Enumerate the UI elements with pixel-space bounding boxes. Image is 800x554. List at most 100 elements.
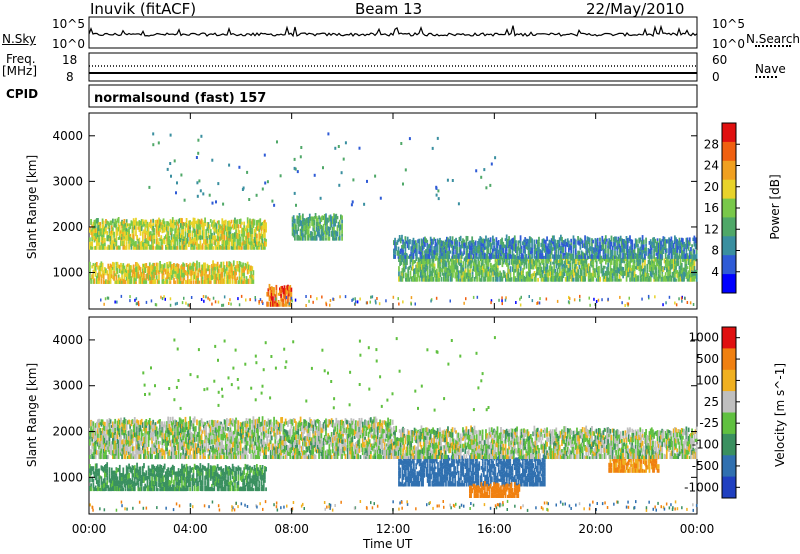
data-cell-power — [507, 253, 509, 259]
data-cell-velocity — [151, 453, 153, 459]
data-cell-power — [106, 235, 109, 242]
data-cell-power — [639, 259, 642, 265]
data-cell-power — [494, 278, 497, 282]
data-cell-power — [460, 263, 462, 268]
data-cell-power — [150, 270, 152, 277]
data-cell-power — [431, 245, 433, 249]
data-cell-power — [484, 239, 486, 243]
data-cell-power — [480, 262, 483, 267]
data-cell-velocity — [161, 455, 164, 459]
data-cell-power — [252, 275, 255, 280]
data-cell-velocity — [181, 439, 183, 443]
data-cell-velocity — [229, 442, 232, 449]
data-cell-power — [418, 258, 421, 262]
ground-scatter-power — [284, 296, 286, 300]
data-cell-power — [499, 276, 501, 282]
data-cell-power — [185, 223, 188, 228]
data-cell-velocity — [204, 439, 206, 444]
data-cell-power — [505, 254, 508, 259]
data-cell-power — [685, 247, 688, 253]
data-cell-power — [97, 242, 99, 246]
data-cell-power — [683, 258, 685, 262]
data-cell-power — [250, 244, 252, 250]
data-cell-power — [171, 228, 174, 232]
data-cell-power — [198, 267, 201, 273]
data-cell-velocity — [120, 417, 122, 424]
data-cell-power — [676, 263, 679, 267]
data-cell-power — [606, 276, 608, 282]
data-cell-velocity — [181, 446, 183, 450]
data-cell-power — [649, 244, 652, 249]
high-echo-power — [264, 181, 267, 185]
data-cell-power — [135, 281, 137, 284]
data-cell-power — [469, 268, 472, 273]
data-cell-power — [326, 231, 328, 235]
data-cell-velocity — [182, 445, 185, 452]
data-cell-velocity — [262, 421, 265, 427]
data-cell-power — [230, 236, 233, 241]
data-cell-power — [471, 236, 474, 243]
data-cell-power — [599, 237, 601, 242]
data-cell-power — [641, 276, 644, 282]
data-cell-power — [489, 242, 492, 248]
data-cell-power — [226, 236, 228, 240]
data-cell-power — [692, 270, 695, 277]
data-cell-power — [449, 258, 452, 262]
ground-scatter-power — [588, 296, 590, 300]
ground-scatter-power — [354, 302, 356, 306]
data-cell-power — [611, 278, 614, 282]
data-cell-power — [333, 230, 335, 236]
data-cell-power — [569, 244, 571, 251]
data-cell-velocity — [117, 424, 120, 429]
data-cell-velocity — [209, 432, 212, 436]
ground-scatter-power — [410, 296, 413, 300]
data-cell-velocity — [216, 423, 219, 427]
data-cell-power — [578, 257, 581, 261]
data-cell-power — [166, 231, 168, 238]
data-cell-power — [609, 277, 612, 282]
data-cell-power — [436, 247, 439, 253]
ground-scatter-power — [103, 302, 105, 306]
data-cell-velocity — [208, 428, 211, 434]
data-cell-velocity — [254, 442, 257, 446]
data-cell-power — [464, 278, 467, 282]
data-cell-power — [492, 271, 495, 277]
data-cell-power — [319, 223, 322, 230]
data-cell-velocity — [189, 429, 191, 434]
data-cell-power — [565, 261, 568, 265]
ground-scatter-power — [501, 299, 503, 303]
data-cell-power — [249, 218, 251, 224]
data-cell-velocity — [100, 443, 103, 449]
data-cell-power — [599, 245, 601, 249]
data-cell-power — [436, 238, 439, 244]
data-cell-power — [513, 264, 515, 271]
data-cell-power — [414, 240, 417, 244]
data-cell-power — [176, 234, 179, 240]
data-cell-power — [204, 239, 206, 246]
data-cell-velocity — [113, 428, 115, 433]
data-cell-power — [270, 303, 273, 307]
data-cell-power — [147, 229, 150, 236]
data-cell-velocity — [209, 454, 212, 459]
data-cell-power — [408, 239, 410, 245]
data-cell-velocity — [201, 444, 204, 449]
data-cell-power — [509, 253, 512, 259]
data-cell-power — [478, 276, 481, 282]
data-cell-power — [540, 242, 543, 248]
data-cell-power — [402, 263, 405, 267]
data-cell-velocity — [251, 423, 254, 430]
data-cell-power — [587, 248, 590, 253]
data-cell-power — [121, 264, 123, 271]
data-cell-power — [222, 239, 225, 247]
data-cell-velocity — [261, 422, 264, 426]
data-cell-power — [109, 220, 112, 225]
data-cell-velocity — [167, 440, 170, 446]
data-cell-power — [563, 268, 566, 272]
data-cell-power — [169, 276, 172, 282]
data-cell-power — [659, 244, 661, 249]
data-cell-velocity — [93, 451, 96, 456]
data-cell-velocity — [159, 419, 161, 425]
data-cell-velocity — [152, 443, 155, 450]
data-cell-power — [122, 220, 125, 225]
data-cell-power — [505, 251, 508, 255]
